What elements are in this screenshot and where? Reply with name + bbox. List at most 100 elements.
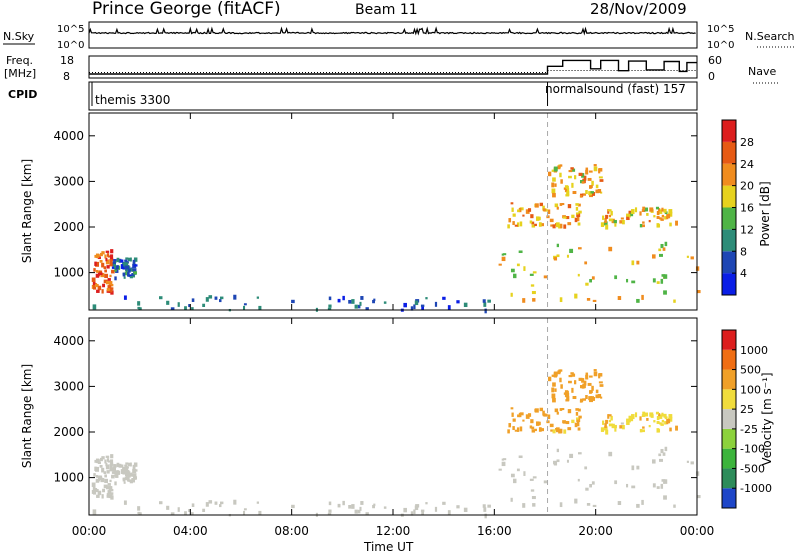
power-cell bbox=[556, 254, 560, 258]
colorbar-swatch bbox=[722, 207, 736, 230]
velocity-cell bbox=[456, 505, 460, 509]
power-cell bbox=[534, 203, 539, 208]
power-cell bbox=[636, 298, 640, 303]
velocity-cell bbox=[666, 422, 669, 425]
velocity-cell bbox=[628, 415, 632, 419]
velocity-cell bbox=[660, 448, 664, 454]
velocity-cell bbox=[104, 459, 107, 464]
velocity-cell bbox=[360, 501, 364, 505]
power-cell bbox=[97, 270, 101, 273]
power-cell bbox=[98, 285, 102, 290]
power-cell bbox=[208, 295, 213, 299]
nsky-tick-bottom: 10^0 bbox=[57, 40, 84, 51]
velocity-cell bbox=[662, 452, 666, 456]
power-cell bbox=[666, 213, 671, 219]
velocity-cell bbox=[101, 494, 104, 499]
velocity-cell bbox=[589, 483, 592, 488]
velocity-cell bbox=[577, 427, 581, 431]
power-cell bbox=[191, 298, 195, 302]
power-cell bbox=[620, 217, 624, 220]
power-scale-tick: 12 bbox=[740, 223, 754, 236]
power-cell bbox=[542, 208, 546, 212]
velocity-cell bbox=[663, 495, 667, 500]
velocity-cell bbox=[91, 482, 96, 487]
power-cell bbox=[97, 256, 101, 260]
velocity-cell bbox=[403, 507, 407, 513]
colorbar-swatch bbox=[722, 389, 736, 410]
cpid-mode-2: normalsound (fast) 157 bbox=[545, 82, 686, 96]
power-cell bbox=[557, 165, 561, 170]
power-cell bbox=[660, 243, 664, 249]
nsky-label: N.Sky bbox=[3, 30, 35, 43]
power-cell bbox=[114, 266, 118, 270]
power-cell bbox=[122, 272, 126, 277]
power-cell bbox=[105, 281, 110, 285]
power-cell bbox=[658, 208, 661, 212]
velocity-cell bbox=[208, 500, 213, 504]
velocity-ylabel: Slant Range [km] bbox=[20, 364, 34, 468]
velocity-cell bbox=[501, 458, 505, 461]
velocity-cell bbox=[661, 479, 666, 482]
velocity-cell bbox=[559, 408, 563, 411]
velocity-cell bbox=[518, 412, 522, 418]
power-cell bbox=[599, 179, 604, 182]
power-cell bbox=[658, 209, 663, 214]
power-cell bbox=[233, 294, 237, 300]
power-cell bbox=[123, 276, 126, 279]
velocity-cell bbox=[107, 490, 112, 494]
power-cell bbox=[205, 297, 209, 302]
power-cell bbox=[675, 220, 678, 226]
power-cell bbox=[690, 256, 694, 260]
velocity-cell bbox=[636, 503, 640, 508]
velocity-cell bbox=[100, 457, 103, 462]
velocity-cell bbox=[502, 458, 507, 461]
power-cell bbox=[543, 275, 548, 279]
velocity-cell bbox=[410, 511, 414, 516]
velocity-cell bbox=[639, 428, 643, 433]
velocity-cell bbox=[522, 419, 525, 422]
velocity-cell bbox=[631, 465, 635, 471]
freq-label-1: Freq. bbox=[6, 54, 33, 67]
power-cell bbox=[120, 264, 124, 269]
velocity-cell bbox=[660, 483, 664, 489]
velocity-cell bbox=[658, 413, 661, 417]
velocity-cell bbox=[551, 387, 555, 393]
power-cell bbox=[342, 295, 345, 301]
power-cell bbox=[95, 273, 100, 278]
power-cell bbox=[598, 176, 603, 179]
velocity-scale-tick: 25 bbox=[740, 403, 754, 416]
velocity-cell bbox=[434, 506, 438, 512]
y-tick-label: 3000 bbox=[53, 174, 84, 188]
velocity-cell bbox=[664, 421, 667, 425]
nsearch-tick-top: 10^5 bbox=[707, 24, 734, 35]
velocity-cell bbox=[690, 461, 694, 465]
velocity-cell bbox=[559, 377, 562, 383]
velocity-cell bbox=[663, 413, 667, 418]
velocity-cell bbox=[442, 501, 446, 505]
power-cell bbox=[522, 298, 526, 303]
velocity-cell bbox=[574, 422, 578, 428]
colorbar-swatch bbox=[722, 448, 736, 469]
velocity-cell bbox=[560, 369, 563, 372]
velocity-cell bbox=[549, 423, 554, 428]
power-cell bbox=[588, 191, 592, 196]
power-cell bbox=[600, 191, 603, 194]
power-scale-tick: 4 bbox=[740, 267, 747, 280]
velocity-cell bbox=[656, 486, 660, 489]
power-cell bbox=[540, 223, 545, 227]
velocity-cell bbox=[556, 459, 560, 463]
velocity-cell bbox=[664, 446, 668, 452]
velocity-cell bbox=[557, 370, 561, 375]
velocity-cell bbox=[534, 408, 539, 413]
power-cell bbox=[96, 289, 100, 293]
velocity-cell bbox=[94, 466, 97, 471]
velocity-scale-tick: 500 bbox=[740, 364, 761, 377]
power-cell bbox=[572, 191, 577, 195]
power-cell bbox=[591, 180, 594, 186]
power-cell bbox=[114, 269, 117, 272]
velocity-cell bbox=[354, 509, 358, 514]
power-cell bbox=[589, 278, 592, 283]
x-tick-label: 04:00 bbox=[173, 524, 208, 538]
velocity-cell bbox=[560, 428, 563, 434]
